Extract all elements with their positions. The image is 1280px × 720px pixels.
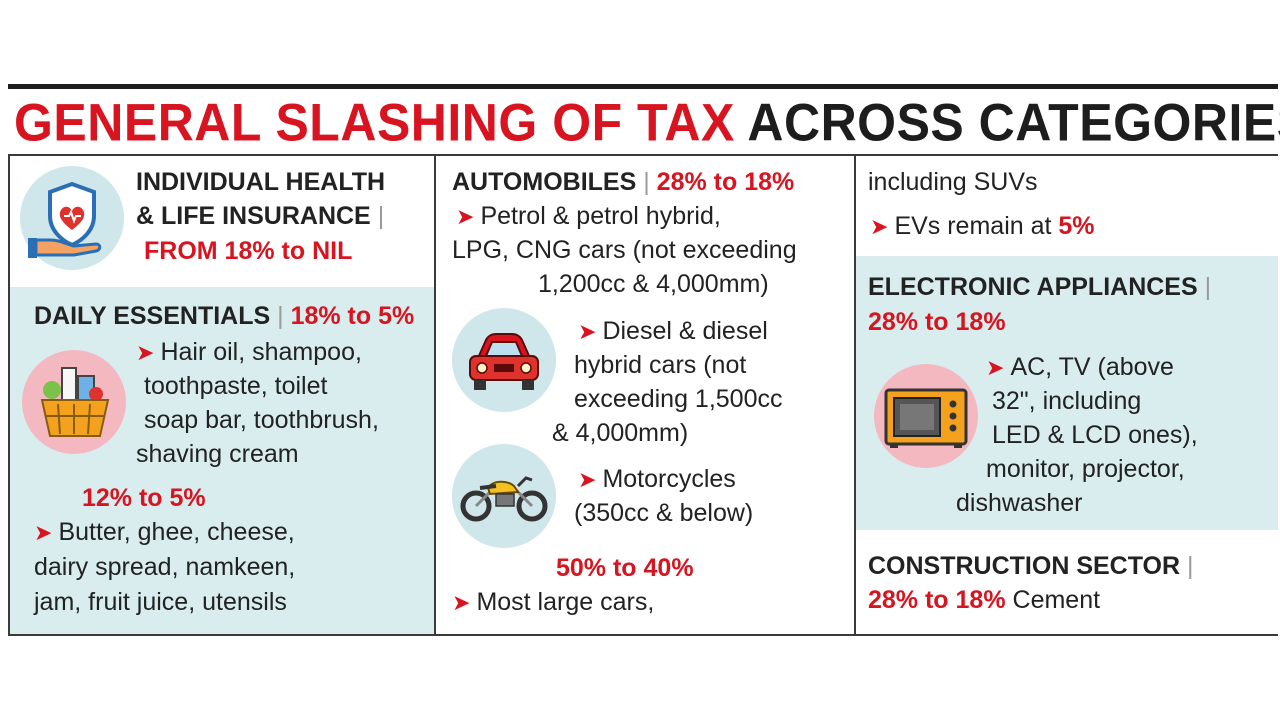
arrow-icon: ➤ [578,319,597,344]
electronics-title-row: ELECTRONIC APPLIANCES | [868,270,1211,304]
arrow-icon: ➤ [870,214,889,239]
daily-rate: 18% to 5% [290,302,415,330]
separator: | [277,302,284,330]
microwave-icon [874,364,978,468]
motorcycle-icon [452,444,556,548]
electronics-line: monitor, projector, [986,455,1185,483]
car-icon [452,308,556,412]
left-rule [8,154,10,636]
electronics-line: LED & LCD ones), [992,421,1198,449]
construction-item: Cement [1012,586,1101,614]
auto-text: Motorcycles [602,465,736,493]
electronics-text: AC, TV (above [1010,353,1174,381]
daily-item-text: Butter, ghee, cheese, [58,518,295,546]
auto-title: AUTOMOBILES [452,168,637,196]
construction-rate: 28% to 18% [868,586,1006,614]
electronics-rate: 28% to 18% [868,308,1006,336]
headline-red: GENERAL SLASHING OF TAX [14,93,735,152]
insurance-line1: INDIVIDUAL HEALTH [136,168,386,196]
auto-petrol-line: LPG, CNG cars (not exceeding [452,236,797,264]
hand-heart-shield-icon [20,166,124,270]
daily-item-line: ➤ Butter, ghee, cheese, [34,515,295,550]
auto-large-cont: including SUVs [868,168,1038,196]
electronics-title: ELECTRONIC APPLIANCES [868,273,1198,301]
daily-item-line: shaving cream [136,440,299,468]
auto-moto-line: (350cc & below) [574,499,754,527]
insurance-rate: FROM 18% to NIL [144,237,353,265]
separator: | [643,168,650,196]
daily-item-line: dairy spread, namkeen, [34,553,296,581]
construction-title: CONSTRUCTION SECTOR [868,552,1181,580]
auto-title-row: AUTOMOBILES | 28% to 18% [452,165,794,199]
insurance-line2-row: & LIFE INSURANCE | [136,199,384,233]
auto-moto-line: ➤ Motorcycles [578,462,736,497]
auto-petrol-line: 1,200cc & 4,000mm) [538,270,769,298]
arrow-icon: ➤ [578,467,597,492]
auto-rate: 28% to 18% [656,168,795,196]
daily-item-line: toothpaste, toilet [144,372,328,400]
arrow-icon: ➤ [456,204,475,229]
auto-text: Diesel & diesel [602,317,768,345]
auto-ev-line: ➤ EVs remain at 5% [870,209,1095,244]
auto-diesel-line: & 4,000mm) [552,419,689,447]
auto-rate2: 50% to 40% [556,554,694,582]
auto-ev-rate: 5% [1058,212,1095,240]
column-divider-1 [434,156,436,634]
arrow-icon: ➤ [136,340,155,365]
header-rule [8,154,1278,156]
electronics-line: dishwasher [956,489,1083,517]
headline: GENERAL SLASHING OF TAX ACROSS CATEGORIE… [14,92,1280,153]
construction-line: 28% to 18% Cement [868,583,1100,617]
headline-black: ACROSS CATEGORIES [747,93,1280,152]
separator: | [1204,273,1212,301]
auto-diesel-line: exceeding 1,500cc [574,385,783,413]
auto-text: Petrol & petrol hybrid, [480,202,721,230]
auto-text: Most large cars, [476,588,655,616]
daily-item-text: Hair oil, shampoo, [160,338,362,366]
auto-text: EVs remain at [894,212,1052,240]
arrow-icon: ➤ [452,590,471,615]
daily-essentials-panel [10,287,435,634]
auto-diesel-line: hybrid cars (not [574,351,747,379]
daily-item-line: soap bar, toothbrush, [144,406,379,434]
construction-title-row: CONSTRUCTION SECTOR | [868,549,1194,583]
grocery-basket-icon [22,350,126,454]
auto-petrol-line: ➤ Petrol & petrol hybrid, [456,199,721,234]
infographic: GENERAL SLASHING OF TAX ACROSS CATEGORIE… [8,84,1280,636]
daily-title: DAILY ESSENTIALS [34,302,271,330]
arrow-icon: ➤ [34,520,53,545]
separator: | [377,202,385,230]
top-rule [8,84,1278,89]
bottom-rule [8,634,1278,636]
auto-diesel-line: ➤ Diesel & diesel [578,314,768,349]
daily-rate2: 12% to 5% [82,484,206,512]
column-divider-2 [854,156,856,634]
auto-large-line: ➤ Most large cars, [452,585,654,620]
arrow-icon: ➤ [986,355,1005,380]
electronics-line: ➤ AC, TV (above [986,350,1174,385]
daily-item-line: ➤ Hair oil, shampoo, [136,335,362,370]
separator: | [1187,552,1194,580]
daily-title-row: DAILY ESSENTIALS | 18% to 5% [34,299,414,333]
daily-item-line: jam, fruit juice, utensils [34,588,287,616]
electronics-line: 32", including [992,387,1142,415]
insurance-line2: & LIFE INSURANCE [136,202,371,230]
